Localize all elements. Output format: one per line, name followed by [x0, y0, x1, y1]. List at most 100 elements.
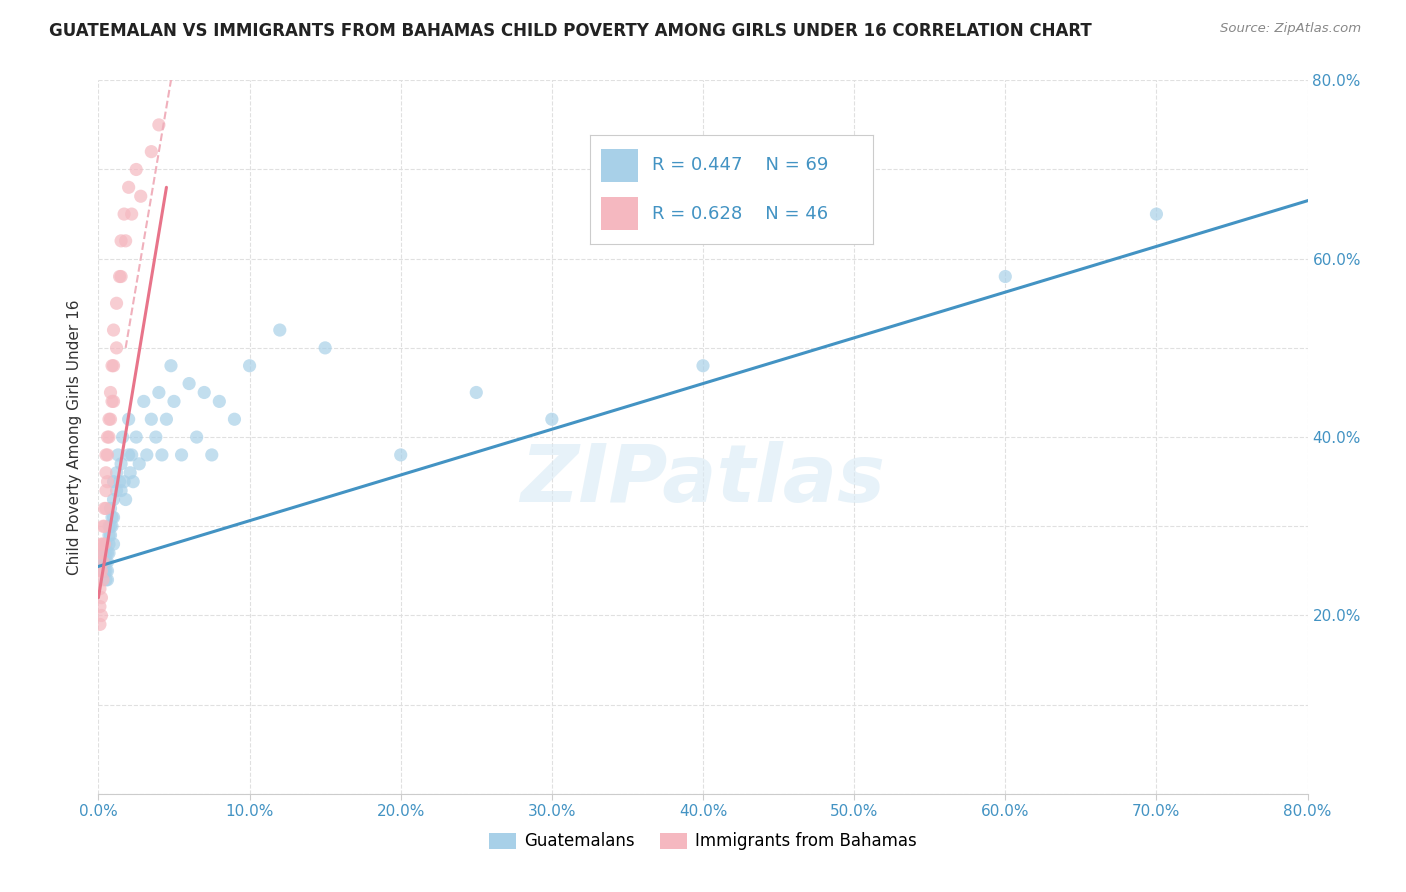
Point	[994, 269, 1017, 284]
Point	[314, 341, 336, 355]
Point	[125, 430, 148, 444]
Point	[114, 234, 136, 248]
Point	[96, 564, 118, 578]
Point	[93, 546, 115, 560]
Point	[103, 323, 125, 337]
Point	[163, 394, 186, 409]
Point	[100, 412, 122, 426]
Point	[105, 296, 128, 310]
Point	[269, 323, 291, 337]
Point	[90, 591, 112, 605]
Legend: Guatemalans, Immigrants from Bahamas: Guatemalans, Immigrants from Bahamas	[482, 826, 924, 857]
Point	[93, 519, 115, 533]
Point	[193, 385, 215, 400]
Point	[128, 457, 150, 471]
Point	[145, 430, 167, 444]
Point	[141, 145, 163, 159]
Point	[160, 359, 183, 373]
Point	[90, 564, 112, 578]
Point	[90, 546, 112, 560]
Point	[105, 466, 128, 480]
Point	[91, 546, 114, 560]
Point	[94, 483, 117, 498]
Point	[208, 394, 231, 409]
Point	[108, 269, 131, 284]
Point	[98, 430, 121, 444]
Point	[186, 430, 208, 444]
Point	[93, 501, 115, 516]
Point	[98, 412, 121, 426]
Point	[91, 537, 114, 551]
Point	[112, 475, 135, 489]
Point	[96, 475, 118, 489]
Point	[148, 385, 170, 400]
Point	[94, 564, 117, 578]
Point	[111, 430, 134, 444]
Text: Source: ZipAtlas.com: Source: ZipAtlas.com	[1220, 22, 1361, 36]
Text: ZIPatlas: ZIPatlas	[520, 441, 886, 519]
FancyBboxPatch shape	[602, 149, 638, 182]
Point	[120, 466, 142, 480]
Point	[170, 448, 193, 462]
Point	[98, 519, 121, 533]
Point	[132, 394, 155, 409]
Point	[96, 555, 118, 569]
Text: R = 0.628    N = 46: R = 0.628 N = 46	[652, 204, 828, 223]
Point	[118, 412, 141, 426]
Point	[135, 448, 157, 462]
Point	[155, 412, 177, 426]
Point	[540, 412, 562, 426]
Point	[103, 537, 125, 551]
Point	[100, 528, 122, 542]
Text: GUATEMALAN VS IMMIGRANTS FROM BAHAMAS CHILD POVERTY AMONG GIRLS UNDER 16 CORRELA: GUATEMALAN VS IMMIGRANTS FROM BAHAMAS CH…	[49, 22, 1092, 40]
Point	[105, 341, 128, 355]
Point	[98, 528, 121, 542]
Point	[118, 448, 141, 462]
Point	[148, 118, 170, 132]
Point	[100, 501, 122, 516]
Point	[94, 501, 117, 516]
Point	[125, 162, 148, 177]
Point	[94, 555, 117, 569]
Point	[103, 394, 125, 409]
Point	[89, 617, 111, 632]
Point	[89, 546, 111, 560]
Point	[89, 564, 111, 578]
Point	[94, 573, 117, 587]
Point	[121, 207, 143, 221]
Point	[103, 492, 125, 507]
Point	[105, 483, 128, 498]
Point	[94, 546, 117, 560]
Point	[110, 457, 132, 471]
Point	[110, 234, 132, 248]
Point	[96, 573, 118, 587]
Point	[179, 376, 201, 391]
Point	[103, 510, 125, 524]
Point	[101, 394, 124, 409]
Point	[118, 180, 141, 194]
Point	[94, 448, 117, 462]
Point	[89, 599, 111, 614]
Point	[100, 519, 122, 533]
Point	[121, 448, 143, 462]
Point	[114, 492, 136, 507]
Point	[129, 189, 152, 203]
Point	[96, 430, 118, 444]
Point	[94, 466, 117, 480]
Point	[101, 359, 124, 373]
Point	[98, 546, 121, 560]
Point	[96, 448, 118, 462]
Point	[90, 555, 112, 569]
Point	[107, 448, 129, 462]
Point	[89, 582, 111, 596]
Point	[110, 483, 132, 498]
Point	[93, 537, 115, 551]
Point	[91, 555, 114, 569]
Point	[122, 475, 145, 489]
Point	[224, 412, 246, 426]
Point	[101, 519, 124, 533]
Point	[239, 359, 262, 373]
Point	[91, 573, 114, 587]
Point	[201, 448, 224, 462]
Point	[98, 537, 121, 551]
